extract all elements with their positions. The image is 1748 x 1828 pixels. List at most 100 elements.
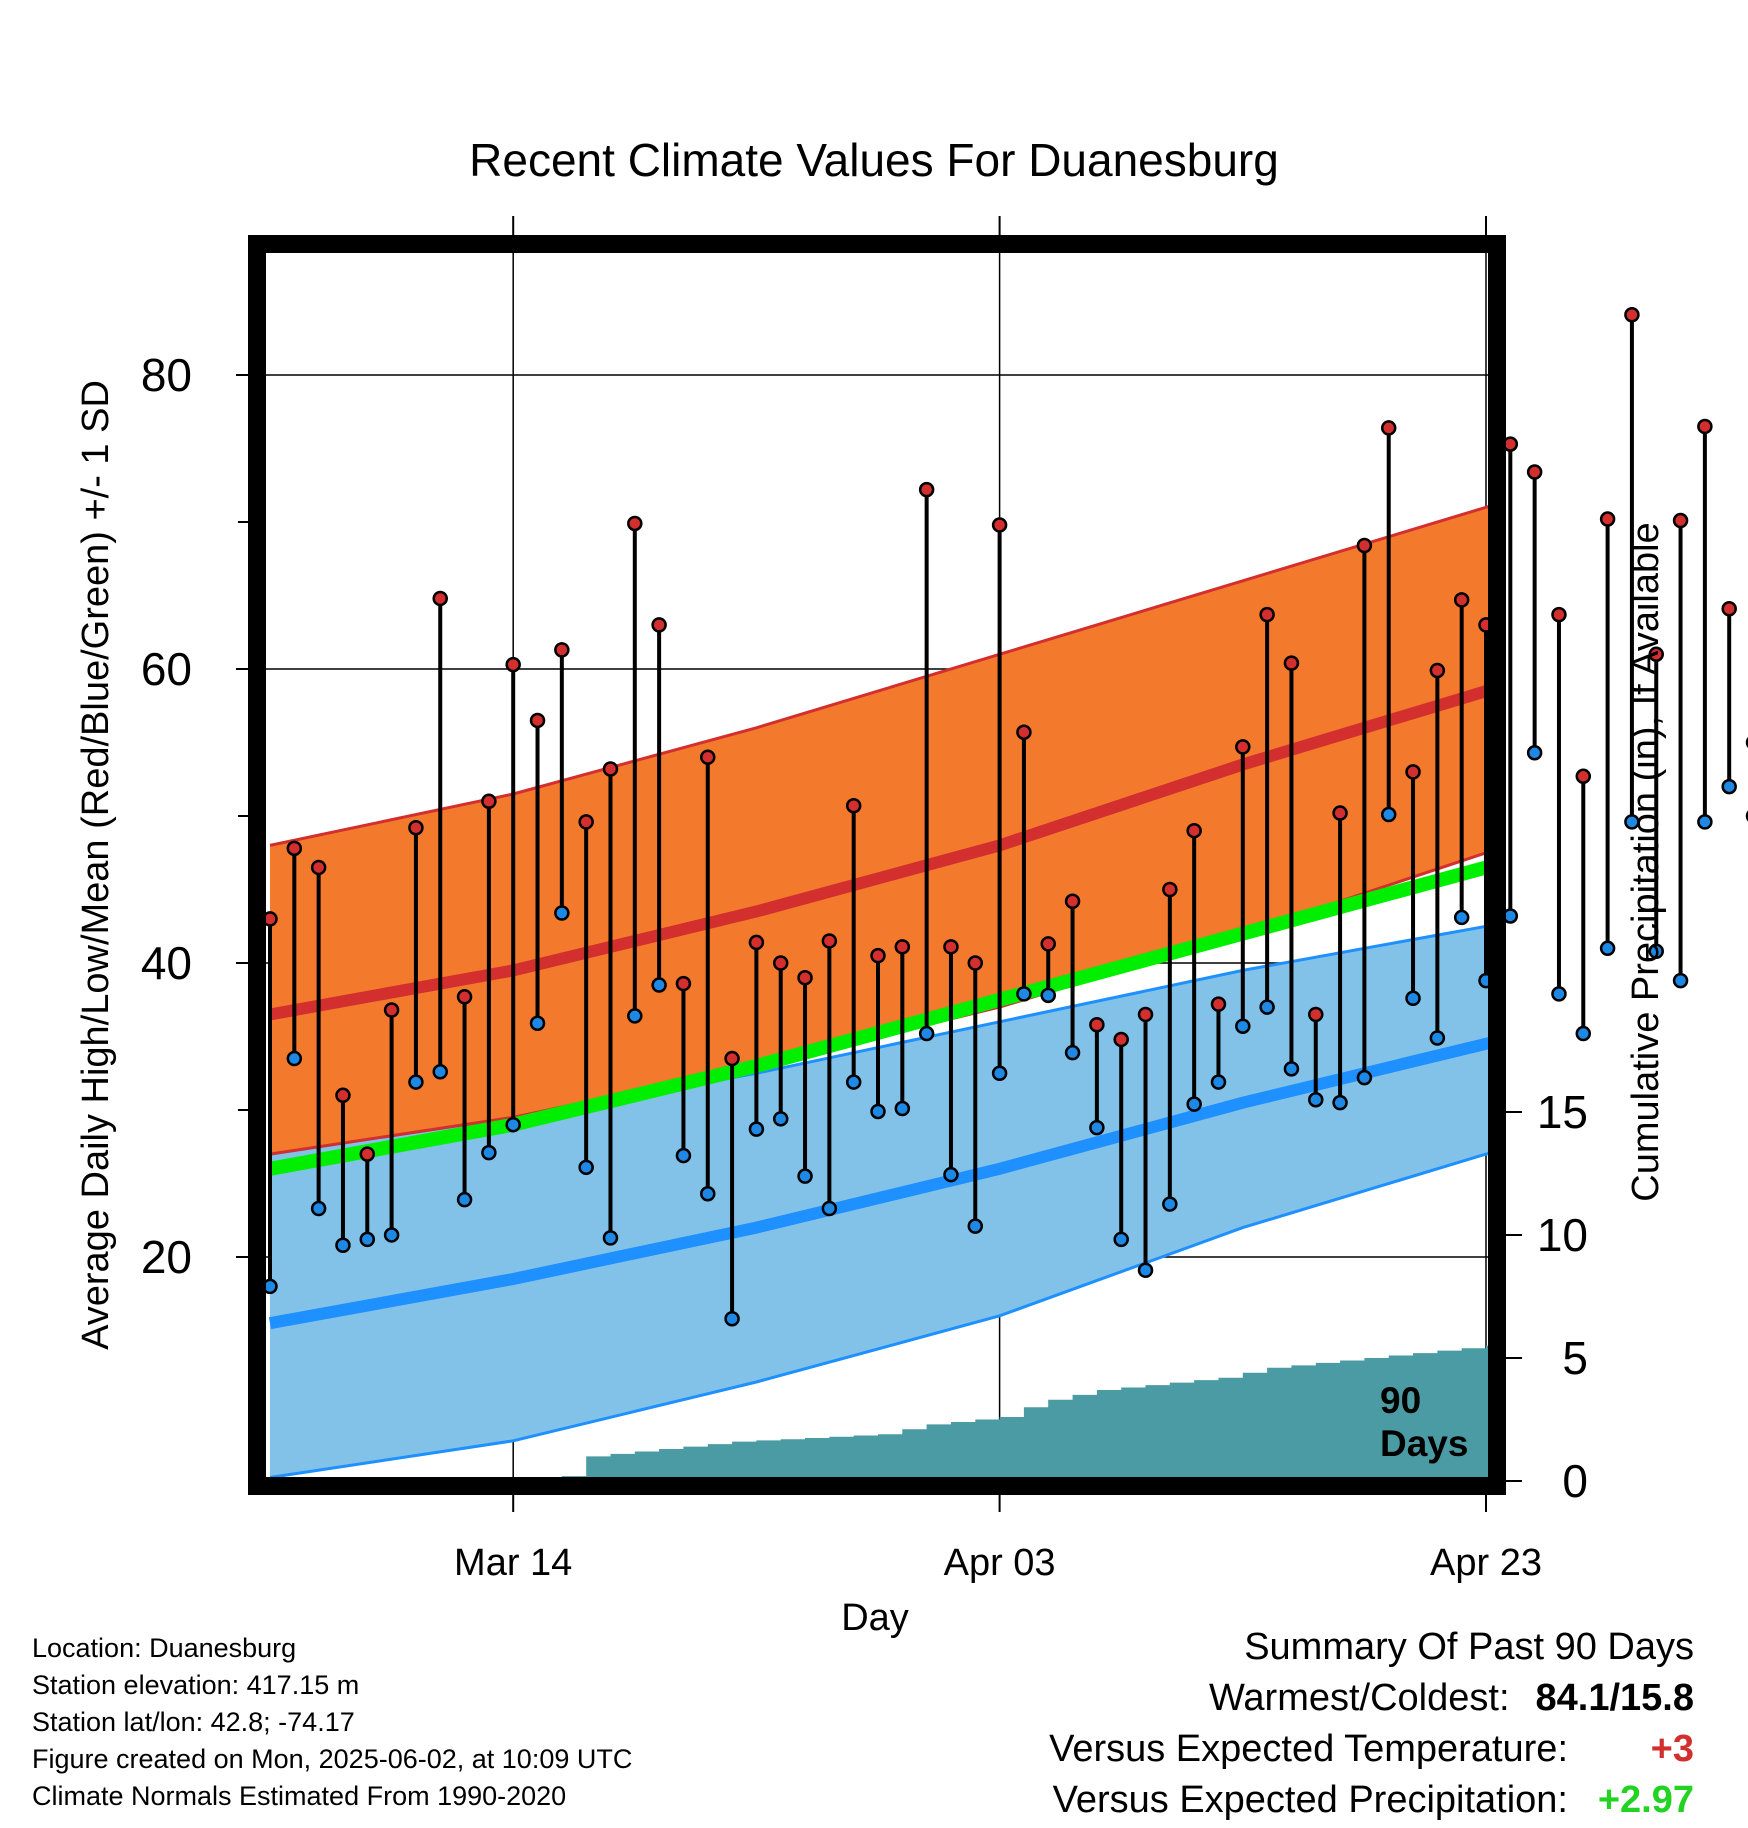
daily-low-point	[1064, 1044, 1081, 1061]
daily-low-point	[1283, 1061, 1300, 1077]
daily-high-point	[1405, 764, 1421, 780]
daily-low-point	[408, 1074, 424, 1090]
y-tick-label: 20	[141, 1231, 192, 1283]
daily-high-point	[675, 975, 692, 992]
y2-axis-label: Cumulative Precipitation (in), If Availa…	[1625, 522, 1667, 1201]
daily-low-point	[481, 1144, 497, 1161]
precip-value: +2.97	[1597, 1779, 1694, 1821]
chart-title: Recent Climate Values For Duanesburg	[469, 134, 1279, 186]
daily-high-point	[967, 955, 984, 971]
daily-high-point	[1259, 606, 1275, 623]
cumulative-precip-area	[270, 1345, 1492, 1481]
daily-low-point	[1332, 1094, 1348, 1111]
daily-low-point	[724, 1310, 740, 1327]
x-axis-label: Day	[841, 1597, 909, 1639]
y-tick-label: 40	[141, 937, 192, 989]
warm-cold-label: Warmest/Coldest:	[1208, 1677, 1510, 1719]
daily-low-point	[1453, 909, 1470, 926]
today-label-days-unit: Days	[1380, 1423, 1468, 1464]
precip-label: Versus Expected Precipitation:	[1052, 1779, 1568, 1821]
daily-low-point	[627, 1008, 643, 1024]
daily-low-point	[1235, 1018, 1251, 1034]
daily-low-point	[602, 1230, 619, 1246]
daily-low-point	[1405, 990, 1421, 1007]
daily-high-point	[991, 517, 1008, 533]
created-text: Figure created on Mon, 2025-06-02, at 10…	[32, 1744, 633, 1774]
daily-low-point	[1186, 1096, 1202, 1112]
daily-high-point	[1283, 655, 1300, 671]
daily-high-point	[456, 989, 473, 1005]
daily-low-point	[505, 1116, 521, 1133]
daily-high-point	[1016, 724, 1032, 740]
daily-low-point	[578, 1159, 594, 1176]
daily-high-point	[1162, 881, 1178, 898]
daily-high-point	[1113, 1031, 1129, 1048]
daily-low-point	[821, 1200, 838, 1217]
daily-low-point	[894, 1100, 911, 1117]
daily-high-point	[529, 712, 546, 729]
daily-high-point	[748, 934, 765, 951]
daily-high-point	[1380, 420, 1397, 436]
daily-high-point	[627, 515, 643, 532]
daily-high-point	[1453, 592, 1470, 608]
daily-low-point	[943, 1166, 959, 1183]
daily-high-point	[554, 642, 570, 658]
daily-low-point	[359, 1231, 376, 1248]
daily-high-point	[359, 1146, 376, 1162]
x-tick-label: Mar 14	[454, 1542, 572, 1584]
daily-high-point	[845, 797, 862, 814]
daily-low-point	[1429, 1030, 1446, 1046]
daily-high-point	[310, 859, 327, 876]
normal-low-band-lower-edge	[269, 1151, 1492, 1479]
daily-low-point	[383, 1227, 400, 1243]
daily-low-point	[1648, 943, 1664, 959]
elevation-text: Station elevation: 417.15 m	[32, 1670, 360, 1700]
y-tick-label: 60	[141, 643, 192, 695]
daily-high-point	[1575, 768, 1592, 785]
normal-high-band	[270, 505, 1492, 1155]
warm-cold-value: 84.1/15.8	[1535, 1677, 1694, 1719]
daily-high-point	[1648, 646, 1664, 663]
daily-low-point	[1551, 986, 1567, 1002]
daily-low-point	[286, 1050, 303, 1067]
daily-low-point	[1089, 1119, 1105, 1136]
daily-low-point	[1526, 745, 1543, 761]
daily-high-point	[1137, 1006, 1154, 1023]
y-axis-label: Average Daily High/Low/Mean (Red/Blue/Gr…	[75, 380, 117, 1350]
daily-low-point	[554, 905, 570, 921]
daily-low-point	[1040, 987, 1056, 1004]
temp-row: Versus Expected Temperature: +3	[1049, 1724, 1694, 1775]
precip-row: Versus Expected Precipitation: +2.97	[1049, 1775, 1694, 1826]
daily-high-point	[481, 793, 497, 810]
daily-high-point	[700, 749, 716, 765]
daily-low-point	[1672, 972, 1689, 989]
daily-low-point	[772, 1111, 789, 1127]
x-tick-label: Apr 23	[1430, 1542, 1542, 1584]
daily-low-point	[432, 1064, 448, 1080]
warm-cold-row: Warmest/Coldest: 84.1/15.8	[1049, 1673, 1694, 1724]
daily-low-point	[1162, 1196, 1178, 1212]
daily-low-point	[1308, 1091, 1324, 1108]
daily-low-point	[651, 977, 667, 993]
daily-low-point	[456, 1191, 473, 1208]
daily-high-point	[772, 955, 789, 971]
daily-low-point	[845, 1074, 862, 1090]
daily-high-point	[1551, 606, 1567, 623]
daily-low-point	[870, 1103, 886, 1120]
daily-high-point	[432, 590, 448, 607]
daily-high-point	[724, 1050, 740, 1067]
daily-low-point	[675, 1147, 692, 1164]
daily-low-point	[529, 1015, 546, 1032]
y2-tick-label: 10	[1537, 1209, 1588, 1261]
daily-low-point	[335, 1237, 351, 1253]
daily-high-point	[1624, 306, 1640, 323]
daily-low-point	[918, 1025, 935, 1042]
latlon-text: Station lat/lon: 42.8; -74.17	[32, 1707, 355, 1737]
daily-high-point	[870, 947, 886, 964]
normal-low-line	[268, 1036, 1492, 1330]
normal-high-band-upper-edge	[269, 504, 1492, 847]
daily-low-point	[1356, 1069, 1373, 1086]
daily-high-point	[408, 820, 424, 836]
daily-low-point	[991, 1065, 1008, 1081]
